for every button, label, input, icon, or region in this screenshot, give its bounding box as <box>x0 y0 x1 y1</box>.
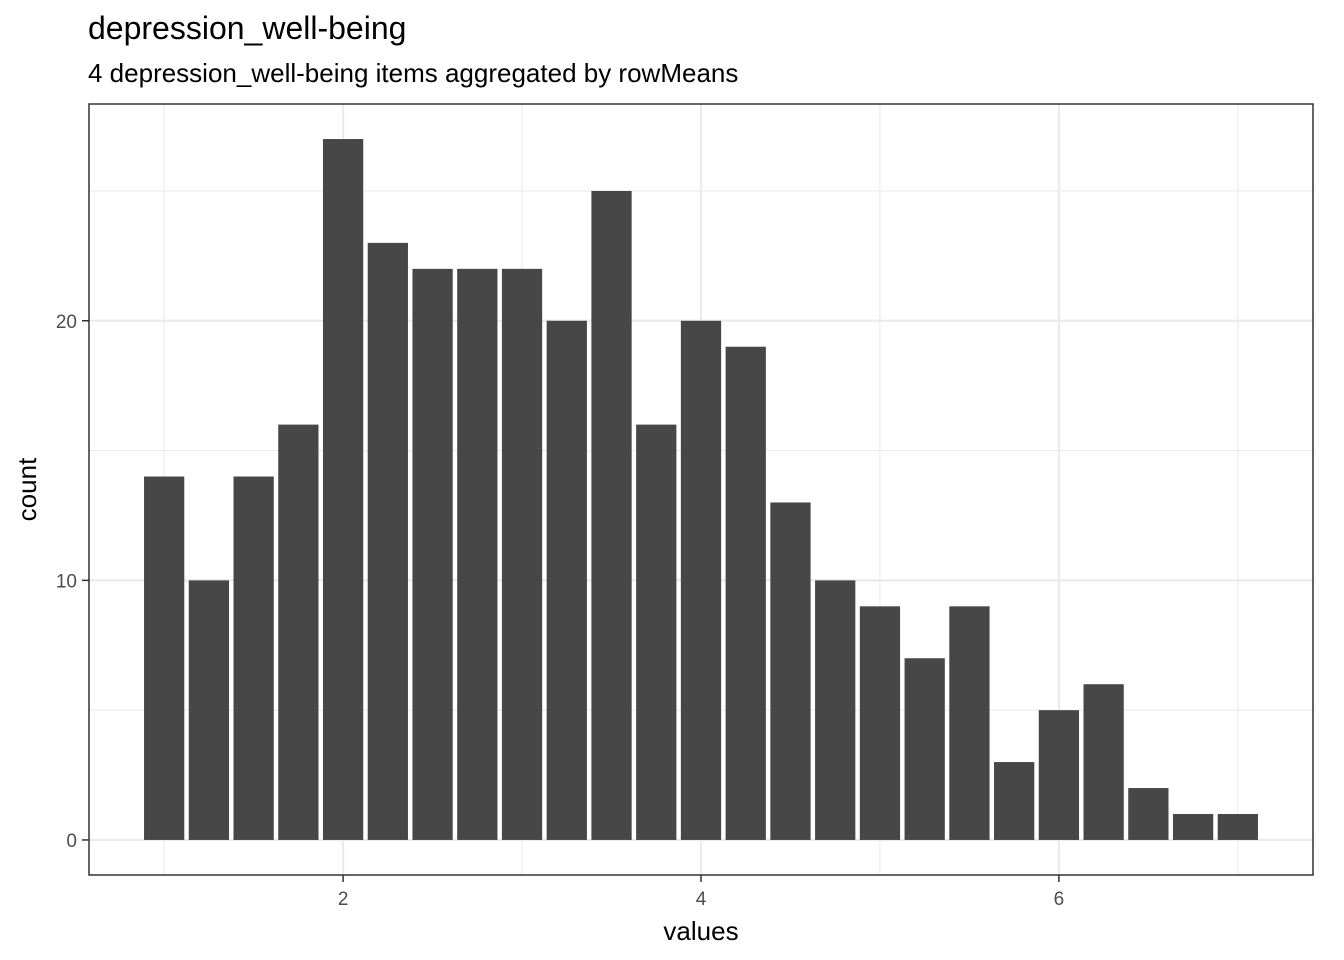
histogram-bar <box>994 762 1035 840</box>
y-axis-ticks: 0 10 20 <box>56 312 89 852</box>
y-tick-label: 0 <box>66 831 77 852</box>
y-axis-title: count <box>12 457 42 521</box>
bars <box>144 139 1258 840</box>
histogram-bar <box>904 658 945 840</box>
histogram-bar <box>457 268 498 840</box>
histogram-bar <box>546 320 587 840</box>
histogram-bar <box>412 268 453 840</box>
y-tick-label: 10 <box>56 571 77 592</box>
histogram-bar <box>636 424 677 840</box>
histogram-bar <box>1217 813 1258 840</box>
histogram-bar <box>1038 710 1080 840</box>
chart-title: depression_well-being <box>88 10 407 46</box>
chart-subtitle: 4 depression_well-being items aggregated… <box>88 58 739 88</box>
histogram-bar <box>591 190 632 840</box>
histogram-bar <box>859 606 901 840</box>
histogram-bar <box>680 320 722 840</box>
x-tick-label: 4 <box>696 889 707 910</box>
histogram-bar <box>278 424 319 840</box>
histogram-bar <box>725 346 766 840</box>
histogram-bar <box>815 580 856 840</box>
x-axis-ticks: 2 4 6 <box>338 875 1064 910</box>
histogram-bar <box>949 606 990 840</box>
x-tick-label: 2 <box>338 889 349 910</box>
histogram-bar <box>144 476 185 840</box>
histogram-bar <box>1172 813 1214 840</box>
histogram-bar <box>367 242 408 840</box>
histogram-bar <box>770 502 811 840</box>
x-axis-title: values <box>663 916 738 946</box>
histogram-bar <box>1083 684 1124 840</box>
y-tick-label: 20 <box>56 312 77 333</box>
x-tick-label: 6 <box>1054 889 1065 910</box>
histogram-bar <box>233 476 274 840</box>
histogram-bar <box>322 139 364 840</box>
histogram-bar <box>188 580 230 840</box>
histogram-bar <box>1128 788 1169 840</box>
histogram-bar <box>501 268 543 840</box>
